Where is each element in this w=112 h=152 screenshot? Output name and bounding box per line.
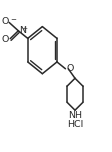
Text: O: O [66, 64, 74, 73]
Text: N: N [19, 26, 26, 35]
Text: HCl: HCl [67, 120, 84, 129]
Text: O: O [1, 17, 8, 26]
Text: −: − [11, 17, 17, 23]
Text: O: O [2, 35, 9, 44]
Text: +: + [22, 26, 28, 32]
Text: NH: NH [68, 111, 82, 120]
